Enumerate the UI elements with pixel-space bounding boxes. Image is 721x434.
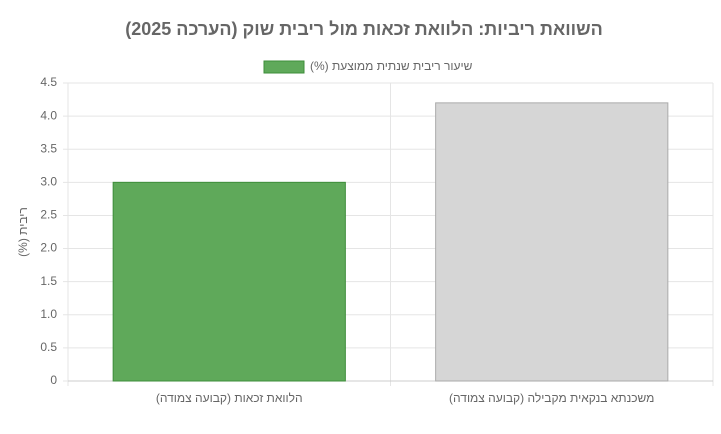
y-tick-label: 2.5: [40, 208, 57, 222]
y-tick-label: 4.5: [40, 75, 57, 89]
y-tick-label: 4.0: [40, 108, 57, 122]
legend-label: שיעור ריבית שנתית ממוצעת (%): [310, 59, 473, 73]
y-tick-label: 0.5: [40, 340, 57, 354]
x-tick-label: הלוואת זכאות (קבועה צמודה): [156, 391, 303, 405]
y-tick-label: 2.0: [40, 241, 57, 255]
y-tick-label: 3.5: [40, 141, 57, 155]
y-tick-label: 1.5: [40, 274, 57, 288]
y-tick-label: 0: [50, 373, 57, 387]
legend-swatch: [263, 60, 305, 74]
y-axis-label: ריבית (%): [16, 207, 30, 257]
bar: [112, 181, 346, 382]
chart-title: השוואת ריביות: הלוואת זכאות מול ריבית שו…: [125, 19, 603, 39]
x-tick-label: משכנתא בנקאית מקבילה (קבועה צמודה): [449, 391, 654, 405]
y-tick-label: 1.0: [40, 307, 57, 321]
y-tick-label: 3.0: [40, 175, 57, 189]
bar: [435, 102, 669, 382]
